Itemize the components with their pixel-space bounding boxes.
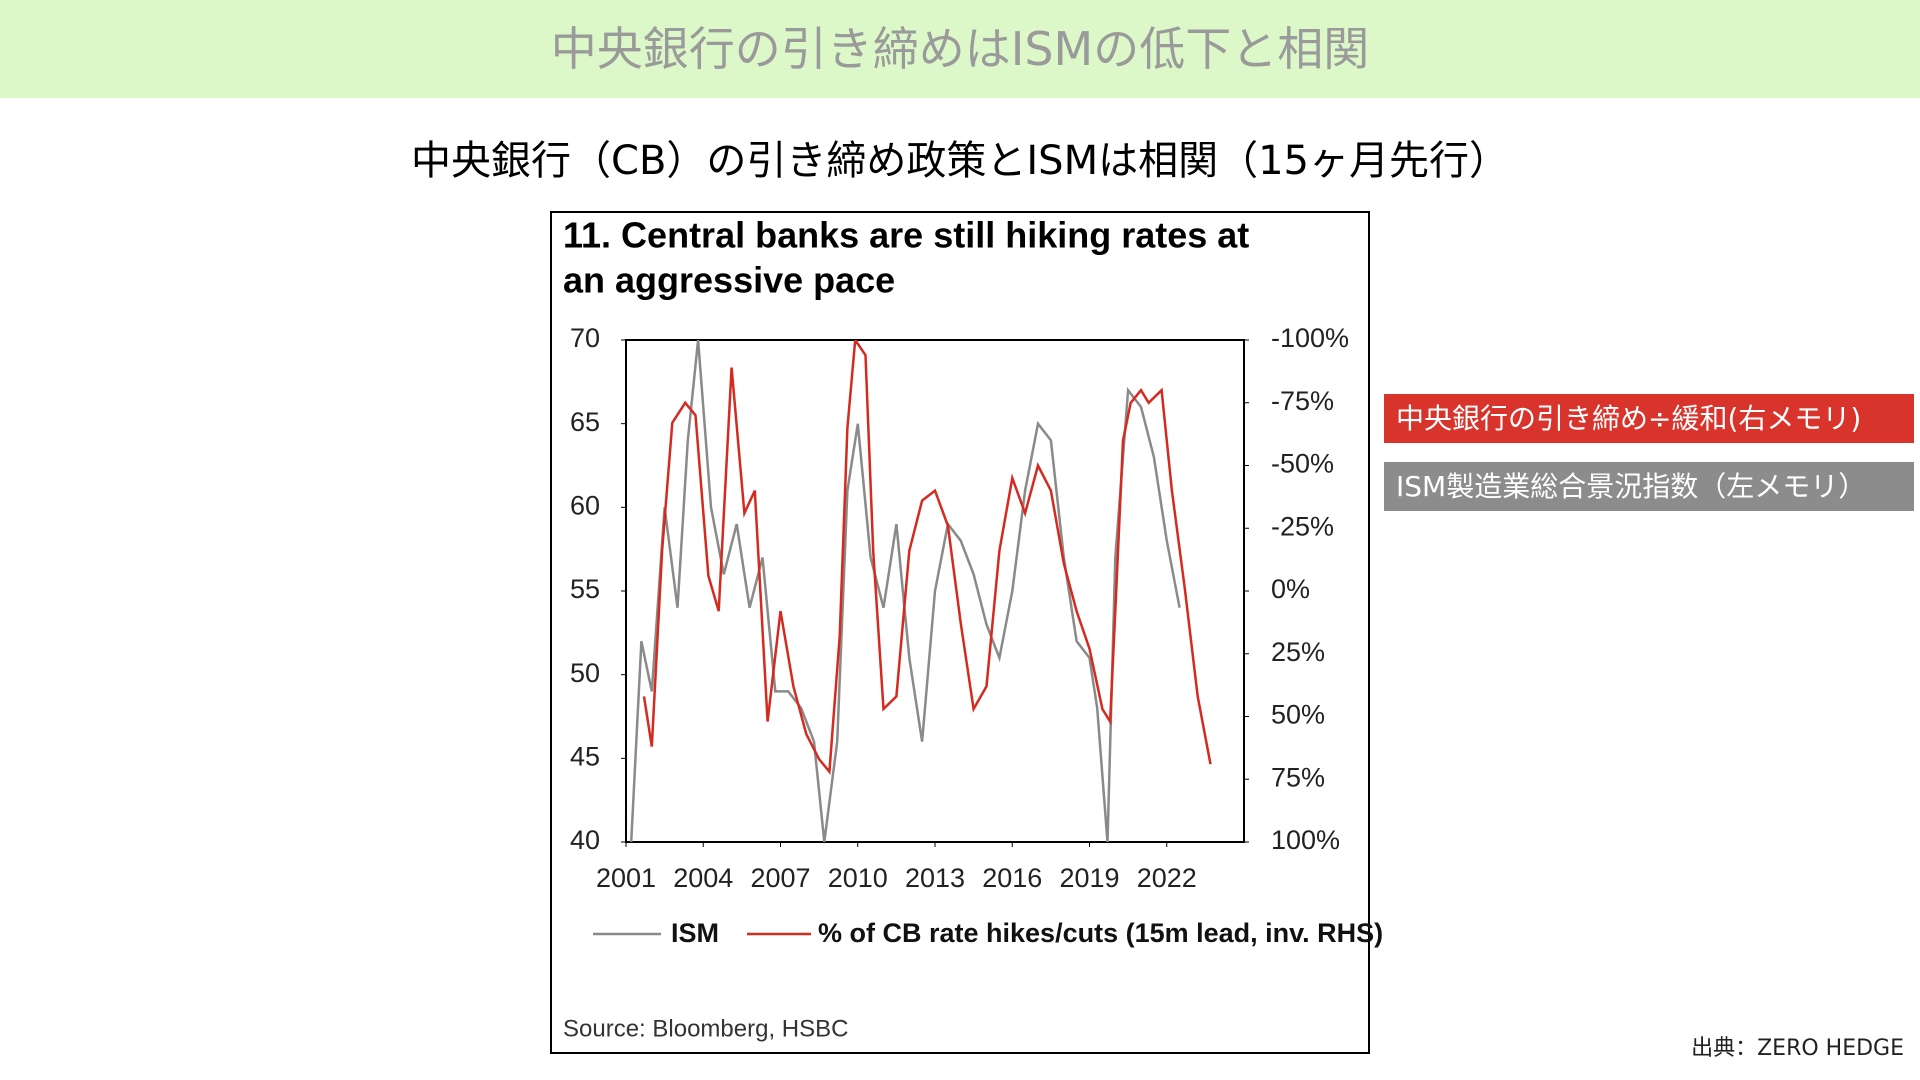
credit: 出典：ZERO HEDGE <box>1691 1036 1904 1061</box>
x-tick-label: 2013 <box>905 863 965 893</box>
y2-tick-label: 0% <box>1271 574 1310 604</box>
x-tick-label: 2007 <box>750 863 810 893</box>
y2-tick-label: -25% <box>1271 511 1334 541</box>
chart-frame <box>550 211 1370 1054</box>
chart-source: Source: Bloomberg, HSBC <box>563 1015 848 1042</box>
y2-tick-label: 25% <box>1271 637 1325 667</box>
y-tick-label: 55 <box>570 574 600 604</box>
note-gray: ISM製造業総合景況指数（左メモリ） <box>1384 462 1914 511</box>
legend-label: ISM <box>671 918 719 948</box>
x-tick-label: 2004 <box>673 863 733 893</box>
note-red: 中央銀行の引き締め÷緩和(右メモリ) <box>1384 394 1914 443</box>
x-tick-label: 2016 <box>982 863 1042 893</box>
slide-title: 中央銀行の引き締めはISMの低下と相関 <box>0 0 1920 98</box>
y-tick-label: 65 <box>570 407 600 437</box>
x-tick-label: 2010 <box>828 863 888 893</box>
y2-tick-label: -75% <box>1271 386 1334 416</box>
x-tick-label: 2001 <box>596 863 656 893</box>
y-tick-label: 50 <box>570 658 600 688</box>
slide-subtitle: 中央銀行（CB）の引き締め政策とISMは相関（15ヶ月先行） <box>411 138 1509 184</box>
legend-label: % of CB rate hikes/cuts (15m lead, inv. … <box>818 918 1383 948</box>
y2-tick-label: -50% <box>1271 449 1334 479</box>
y2-tick-label: 100% <box>1271 825 1340 855</box>
series-line <box>642 340 1212 775</box>
y2-tick-label: 75% <box>1271 762 1325 792</box>
y-tick-label: 70 <box>570 323 600 353</box>
y2-tick-label: 50% <box>1271 700 1325 730</box>
series-line <box>629 340 1181 842</box>
y-tick-label: 40 <box>570 825 600 855</box>
y-tick-label: 45 <box>570 741 600 771</box>
x-tick-label: 2019 <box>1059 863 1119 893</box>
y2-tick-label: -100% <box>1271 323 1349 353</box>
plot-lines <box>629 340 1212 842</box>
y-tick-label: 60 <box>570 490 600 520</box>
chart-title: 11. Central banks are still hiking rates… <box>563 215 1249 256</box>
chart-title: an aggressive pace <box>563 260 895 301</box>
x-tick-label: 2022 <box>1137 863 1197 893</box>
